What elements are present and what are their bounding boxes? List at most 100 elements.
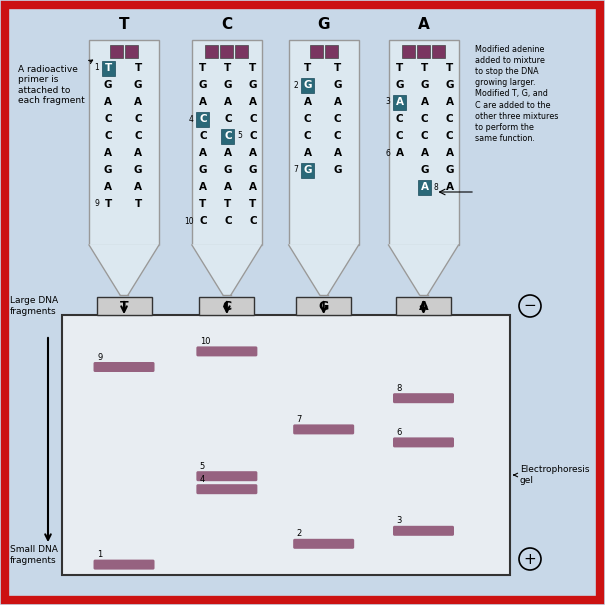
Polygon shape xyxy=(89,245,159,295)
Text: A: A xyxy=(445,148,454,158)
Text: A: A xyxy=(334,97,342,107)
Text: A: A xyxy=(420,148,428,158)
Text: T: T xyxy=(421,63,428,73)
Text: G: G xyxy=(304,80,312,90)
FancyBboxPatch shape xyxy=(94,560,154,569)
Text: A: A xyxy=(334,148,342,158)
Text: 1: 1 xyxy=(94,64,99,73)
Text: 6: 6 xyxy=(396,428,402,437)
Text: C: C xyxy=(396,114,404,124)
Text: T: T xyxy=(224,199,232,209)
Text: Modified adenine
added to mixture
to stop the DNA
growing larger.
Modified T, G,: Modified adenine added to mixture to sto… xyxy=(475,45,558,143)
Bar xyxy=(296,297,351,315)
Text: G: G xyxy=(395,80,404,90)
Text: A: A xyxy=(420,182,428,192)
FancyBboxPatch shape xyxy=(94,362,154,372)
FancyBboxPatch shape xyxy=(393,94,406,110)
Bar xyxy=(289,40,359,245)
Bar xyxy=(89,40,159,245)
Text: −: − xyxy=(523,298,537,313)
Text: C: C xyxy=(224,131,232,141)
FancyBboxPatch shape xyxy=(102,60,114,76)
Text: G: G xyxy=(319,299,329,313)
Text: C: C xyxy=(222,299,232,313)
Text: Small DNA
fragments: Small DNA fragments xyxy=(10,545,58,564)
Text: T: T xyxy=(134,199,142,209)
Text: G: G xyxy=(104,165,113,175)
Text: A: A xyxy=(304,148,312,158)
Text: T: T xyxy=(249,199,257,209)
Text: T: T xyxy=(105,199,112,209)
Text: A: A xyxy=(224,97,232,107)
Text: A: A xyxy=(134,182,142,192)
Bar xyxy=(200,297,254,315)
Text: A: A xyxy=(134,97,142,107)
Bar xyxy=(396,297,451,315)
Bar xyxy=(402,45,415,58)
Text: G: G xyxy=(249,165,257,175)
Text: C: C xyxy=(249,131,257,141)
Text: A: A xyxy=(419,299,428,313)
Text: 5: 5 xyxy=(200,462,205,471)
Text: G: G xyxy=(134,80,142,90)
FancyBboxPatch shape xyxy=(418,180,431,194)
Text: A: A xyxy=(199,97,207,107)
Text: C: C xyxy=(334,131,341,141)
Text: 5: 5 xyxy=(237,131,242,140)
FancyBboxPatch shape xyxy=(293,424,354,434)
Text: G: G xyxy=(420,80,429,90)
Text: G: G xyxy=(333,80,342,90)
Text: A: A xyxy=(104,148,112,158)
Text: T: T xyxy=(105,63,112,73)
Text: C: C xyxy=(134,131,142,141)
Text: C: C xyxy=(104,114,112,124)
Text: A: A xyxy=(304,97,312,107)
Text: A: A xyxy=(396,97,404,107)
Text: 2: 2 xyxy=(296,529,302,538)
Text: A: A xyxy=(420,97,428,107)
Text: 10: 10 xyxy=(185,217,194,226)
FancyBboxPatch shape xyxy=(197,484,257,494)
Text: G: G xyxy=(420,165,429,175)
Text: C: C xyxy=(224,114,232,124)
Text: 8: 8 xyxy=(434,183,438,192)
Text: C: C xyxy=(420,131,428,141)
Text: A: A xyxy=(249,148,257,158)
Text: C: C xyxy=(446,114,453,124)
Bar xyxy=(192,40,262,245)
Text: A radioactive
primer is
attached to
each fragment: A radioactive primer is attached to each… xyxy=(18,60,93,105)
Text: 9: 9 xyxy=(94,200,99,209)
Text: G: G xyxy=(134,165,142,175)
Text: Large DNA
fragments: Large DNA fragments xyxy=(10,296,58,316)
Text: 9: 9 xyxy=(97,353,102,362)
Text: C: C xyxy=(199,114,207,124)
Text: 1: 1 xyxy=(97,550,102,559)
Bar xyxy=(62,315,510,575)
Text: T: T xyxy=(334,63,341,73)
Bar xyxy=(432,45,445,58)
Text: A: A xyxy=(224,182,232,192)
Text: T: T xyxy=(134,63,142,73)
FancyBboxPatch shape xyxy=(393,393,454,403)
FancyBboxPatch shape xyxy=(393,437,454,448)
Bar xyxy=(220,45,234,58)
Text: T: T xyxy=(199,63,206,73)
FancyBboxPatch shape xyxy=(197,471,257,481)
Text: Electrophoresis
gel: Electrophoresis gel xyxy=(514,465,589,485)
Text: G: G xyxy=(445,165,454,175)
Text: T: T xyxy=(224,63,232,73)
Text: 3: 3 xyxy=(385,97,390,106)
Bar xyxy=(110,45,123,58)
FancyBboxPatch shape xyxy=(197,111,209,126)
Text: C: C xyxy=(134,114,142,124)
Text: G: G xyxy=(318,17,330,32)
Text: C: C xyxy=(249,114,257,124)
Bar xyxy=(235,45,249,58)
Text: G: G xyxy=(198,80,207,90)
Text: C: C xyxy=(304,114,312,124)
Bar xyxy=(325,45,338,58)
Text: G: G xyxy=(224,80,232,90)
Text: A: A xyxy=(224,148,232,158)
Text: 3: 3 xyxy=(396,516,402,525)
Text: C: C xyxy=(304,131,312,141)
